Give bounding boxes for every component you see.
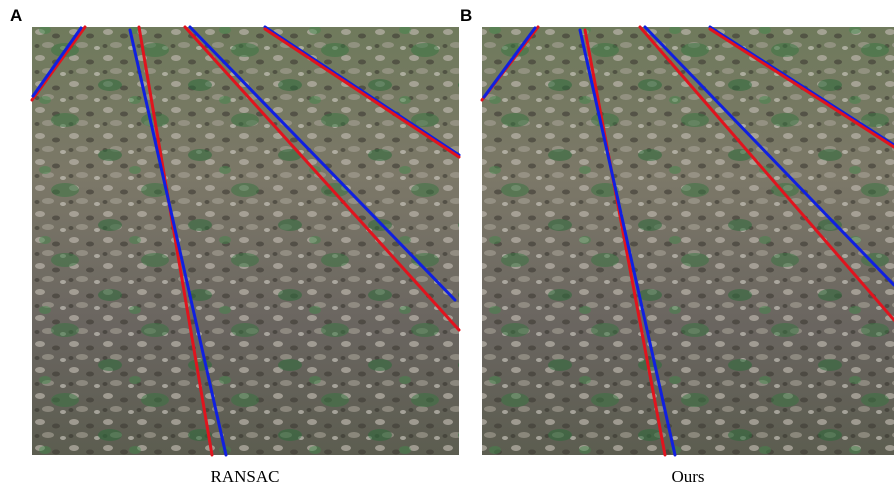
panel-label: B (460, 6, 472, 25)
panel-caption: Ours (671, 467, 704, 486)
photo (482, 27, 894, 455)
panel-caption: RANSAC (211, 467, 280, 486)
figure: A RANSAC B Ours (0, 0, 894, 490)
panel-label: A (10, 6, 22, 25)
photo (32, 27, 459, 455)
